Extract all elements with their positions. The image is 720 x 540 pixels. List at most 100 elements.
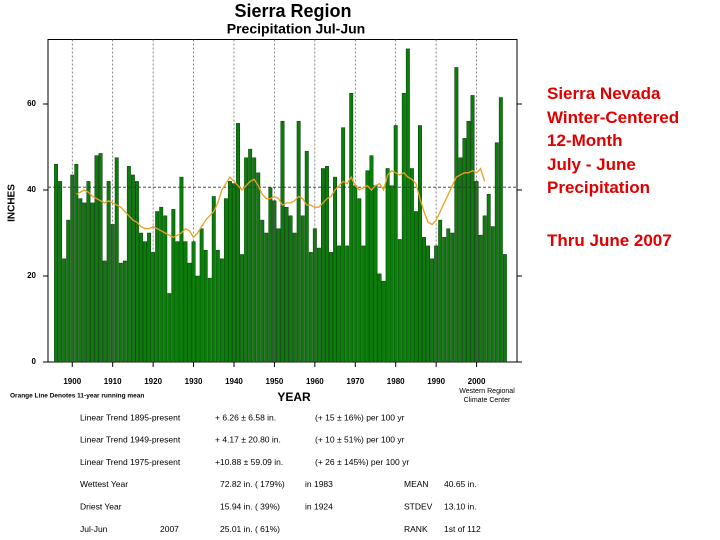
bar <box>426 245 430 363</box>
bar <box>260 219 265 363</box>
stats-cell: + 4.17 ± 20.80 in. <box>215 435 281 445</box>
bar <box>357 198 362 363</box>
note-left: Orange Line Denotes 11-year running mean <box>10 393 144 400</box>
bar <box>106 181 111 363</box>
bar <box>62 258 67 363</box>
bar <box>458 157 463 363</box>
x-tick-label: 1910 <box>104 377 122 386</box>
stats-cell: STDEV <box>404 501 433 511</box>
x-tick-label: 1990 <box>427 377 445 386</box>
y-tick-label: 0 <box>32 357 37 366</box>
bar <box>397 239 402 363</box>
side-text-line <box>547 200 679 229</box>
stats-cell: 1st of 112 <box>444 524 481 534</box>
stats-cell: 40.65 in. <box>444 479 477 489</box>
bar <box>446 228 451 363</box>
x-tick-label: 1980 <box>387 377 405 386</box>
bar <box>227 181 232 363</box>
stats-cell: 72.82 in. ( 179%) <box>220 479 285 489</box>
bar <box>139 232 143 363</box>
bar <box>236 123 240 363</box>
stats-cell: (+ 26 ± 145%) per 100 yr <box>315 457 409 467</box>
chart-title: Sierra Region <box>234 1 351 21</box>
x-tick-label: 1900 <box>63 377 81 386</box>
bar <box>199 228 204 363</box>
bar <box>284 206 289 363</box>
x-tick-label: 1970 <box>346 377 364 386</box>
bar <box>494 142 499 363</box>
bar <box>98 153 103 363</box>
bar <box>58 181 63 363</box>
x-tick-label: 1960 <box>306 377 324 386</box>
bar <box>256 172 261 363</box>
stats-cell: (+ 10 ± 51%) per 100 yr <box>315 435 405 445</box>
bar <box>126 166 131 363</box>
bar <box>248 148 253 363</box>
stats-cell: Linear Trend 1895-present <box>80 412 181 422</box>
x-tick-label: 1950 <box>266 377 284 386</box>
side-text-line: 12-Month <box>547 131 623 150</box>
stats-cell: (+ 15 ± 16%) per 100 yr <box>315 412 405 422</box>
bar <box>240 254 245 363</box>
bar <box>252 157 257 363</box>
bar <box>288 215 293 363</box>
stats-cell: + 6.26 ± 6.58 in. <box>215 412 276 422</box>
bar <box>422 237 426 363</box>
stats-cell: 2007 <box>160 524 179 534</box>
bar <box>454 67 459 363</box>
note-right: Western Regional <box>459 388 515 395</box>
bar <box>296 120 301 363</box>
bar <box>450 232 455 363</box>
y-tick-label: 20 <box>27 271 36 280</box>
bar <box>413 211 418 363</box>
bar <box>490 226 495 363</box>
stats-cell: Linear Trend 1949-present <box>80 435 181 445</box>
stats-cell: Linear Trend 1975-present <box>80 457 181 467</box>
bar <box>78 198 83 363</box>
bar <box>325 166 329 363</box>
side-text-line: Thru June 2007 <box>547 230 672 250</box>
x-axis-label: YEAR <box>277 390 311 404</box>
stats-cell: +10.88 ± 59.09 in. <box>215 457 283 467</box>
bar <box>264 232 269 363</box>
y-tick-label: 60 <box>27 99 36 108</box>
bar <box>345 245 350 363</box>
bar <box>118 262 123 363</box>
bar <box>187 262 192 363</box>
bar <box>207 277 212 363</box>
x-tick-label: 1930 <box>185 377 203 386</box>
bar <box>430 258 435 363</box>
bar <box>179 176 184 363</box>
bar <box>377 273 382 363</box>
stats-cell: in 1983 <box>305 479 333 489</box>
bar <box>268 187 273 363</box>
bar <box>114 157 119 363</box>
side-text-line: Sierra Nevada <box>547 84 661 103</box>
y-tick-label: 40 <box>27 185 36 194</box>
bar <box>389 185 394 363</box>
bar <box>381 280 386 363</box>
bar <box>276 228 281 363</box>
bar <box>300 215 305 363</box>
bar <box>280 120 285 363</box>
bar <box>219 258 224 363</box>
bar <box>147 232 152 363</box>
bar <box>470 95 475 363</box>
bar <box>304 151 309 363</box>
bar <box>361 245 366 363</box>
bar <box>438 219 443 363</box>
stats-cell: 15.94 in. ( 39%) <box>220 501 280 511</box>
bar <box>418 125 422 363</box>
bar <box>66 219 71 363</box>
stats-cell: in 1924 <box>305 501 333 511</box>
bar <box>122 260 127 363</box>
bar <box>466 120 471 363</box>
note-right: Climate Center <box>464 397 511 404</box>
running-mean-line <box>75 167 486 239</box>
bar <box>337 245 342 363</box>
bar <box>320 168 325 363</box>
x-tick-label: 1920 <box>144 377 162 386</box>
bar <box>462 138 467 363</box>
